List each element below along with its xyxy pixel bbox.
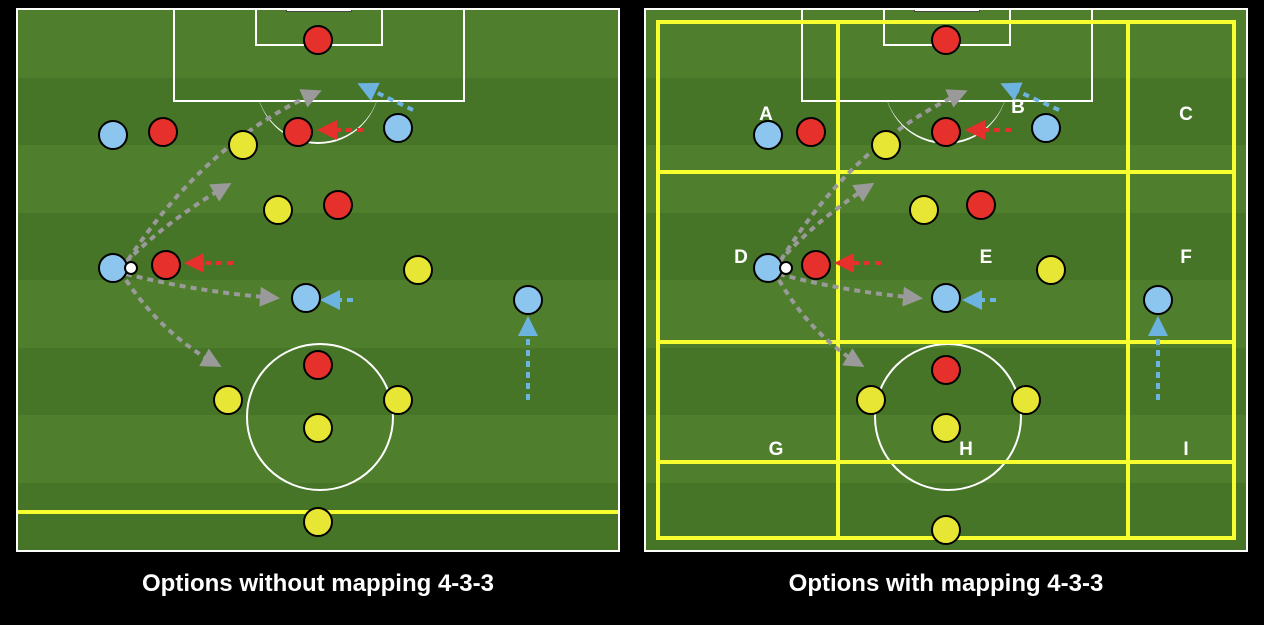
player-blue [98,120,128,150]
player-red [323,190,353,220]
goal-bottom [914,550,980,552]
player-yellow [856,385,886,415]
right-panel: ABCDEFGHI Options with mapping 4-3-3 [644,8,1248,598]
player-blue [1143,285,1173,315]
player-red [966,190,996,220]
zone-label: H [959,439,973,461]
player-blue [1031,113,1061,143]
zone-label: C [1179,104,1193,126]
player-yellow [909,195,939,225]
player-red [303,25,333,55]
player-red [151,250,181,280]
ball [779,261,793,275]
pitch-right: ABCDEFGHI [644,8,1248,552]
player-yellow [303,413,333,443]
player-blue [753,120,783,150]
player-yellow [871,130,901,160]
player-yellow [263,195,293,225]
zone-label: I [1183,439,1188,461]
player-red [931,117,961,147]
player-red [796,117,826,147]
goal-bottom [286,550,352,552]
player-yellow [1036,255,1066,285]
zone-label: F [1180,247,1192,269]
left-panel: Options without mapping 4-3-3 [16,8,620,598]
player-red [148,117,178,147]
zone-label: G [769,439,784,461]
player-yellow [931,515,961,545]
player-yellow [303,507,333,537]
player-yellow [213,385,243,415]
player-yellow [228,130,258,160]
player-red [283,117,313,147]
zone-label: B [1011,97,1025,119]
goal-top [914,8,980,12]
diagram-wrap: Options without mapping 4-3-3 ABCDEFGHI … [0,0,1264,618]
player-blue [383,113,413,143]
player-yellow [1011,385,1041,415]
player-red [801,250,831,280]
player-blue [513,285,543,315]
goal-top [286,8,352,12]
left-caption: Options without mapping 4-3-3 [142,570,494,598]
ball [124,261,138,275]
pitch-left [16,8,620,552]
player-blue [291,283,321,313]
player-yellow [931,413,961,443]
zone-label: E [980,247,993,269]
player-yellow [403,255,433,285]
player-red [931,25,961,55]
player-red [303,350,333,380]
player-blue [931,283,961,313]
right-caption: Options with mapping 4-3-3 [789,570,1104,598]
zone-label: D [734,247,748,269]
player-yellow [383,385,413,415]
player-red [931,355,961,385]
